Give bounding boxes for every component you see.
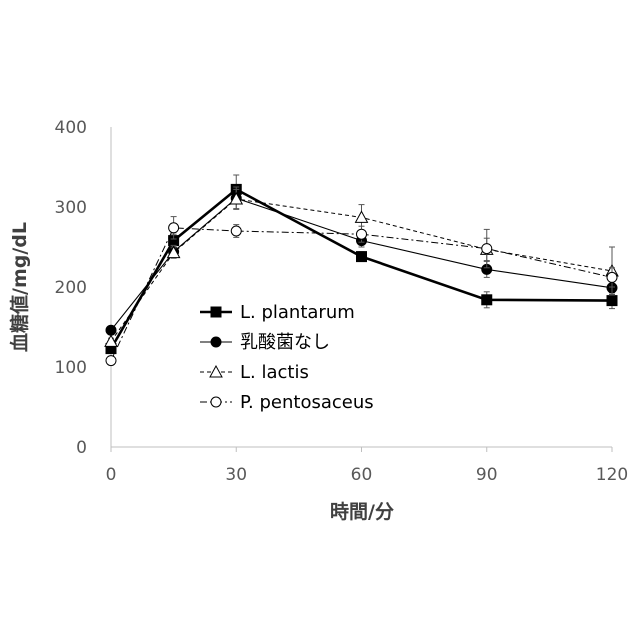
data-point	[106, 356, 116, 366]
x-axis-title: 時間/分	[330, 501, 394, 523]
data-point	[482, 295, 492, 305]
y-tick-label: 100	[55, 358, 87, 378]
data-point	[169, 223, 179, 233]
data-point	[357, 252, 367, 262]
x-tick-label: 120	[596, 465, 628, 485]
legend-marker	[210, 366, 222, 377]
data-point	[106, 325, 116, 335]
data-point	[357, 229, 367, 239]
legend-label: 乳酸菌なし	[240, 332, 330, 353]
legend-item-3: L. lactis	[200, 362, 309, 383]
legend-label: L. plantarum	[240, 302, 355, 323]
y-tick-label: 0	[76, 438, 87, 458]
y-axis-title: 血糖値/mg/dL	[8, 222, 31, 352]
y-tick-label: 300	[55, 198, 87, 218]
series-3	[105, 189, 618, 346]
series-1	[106, 175, 617, 354]
data-point	[607, 296, 617, 306]
data-point	[231, 226, 241, 236]
series-layer	[105, 175, 618, 366]
data-point	[482, 244, 492, 254]
x-tick-label: 90	[476, 465, 498, 485]
legend-marker	[211, 337, 221, 347]
y-tick-label: 400	[55, 118, 87, 138]
legend-label: P. pentosaceus	[240, 392, 374, 413]
x-tick-label: 60	[351, 465, 373, 485]
series-line	[111, 228, 612, 361]
x-tick-label: 0	[106, 465, 117, 485]
series-4	[106, 217, 617, 366]
x-tick-label: 30	[225, 465, 247, 485]
legend-item-4: P. pentosaceus	[200, 392, 374, 413]
legend-item-1: L. plantarum	[200, 302, 355, 323]
y-tick-label: 200	[55, 278, 87, 298]
legend-item-2: 乳酸菌なし	[200, 332, 330, 353]
data-point	[356, 211, 368, 222]
legend-label: L. lactis	[240, 362, 309, 383]
data-point	[607, 272, 617, 282]
legend-marker	[211, 397, 221, 407]
legend-marker	[211, 307, 221, 317]
legend: L. plantarum 乳酸菌なし L. lactis P. pentosaceus	[200, 302, 374, 413]
